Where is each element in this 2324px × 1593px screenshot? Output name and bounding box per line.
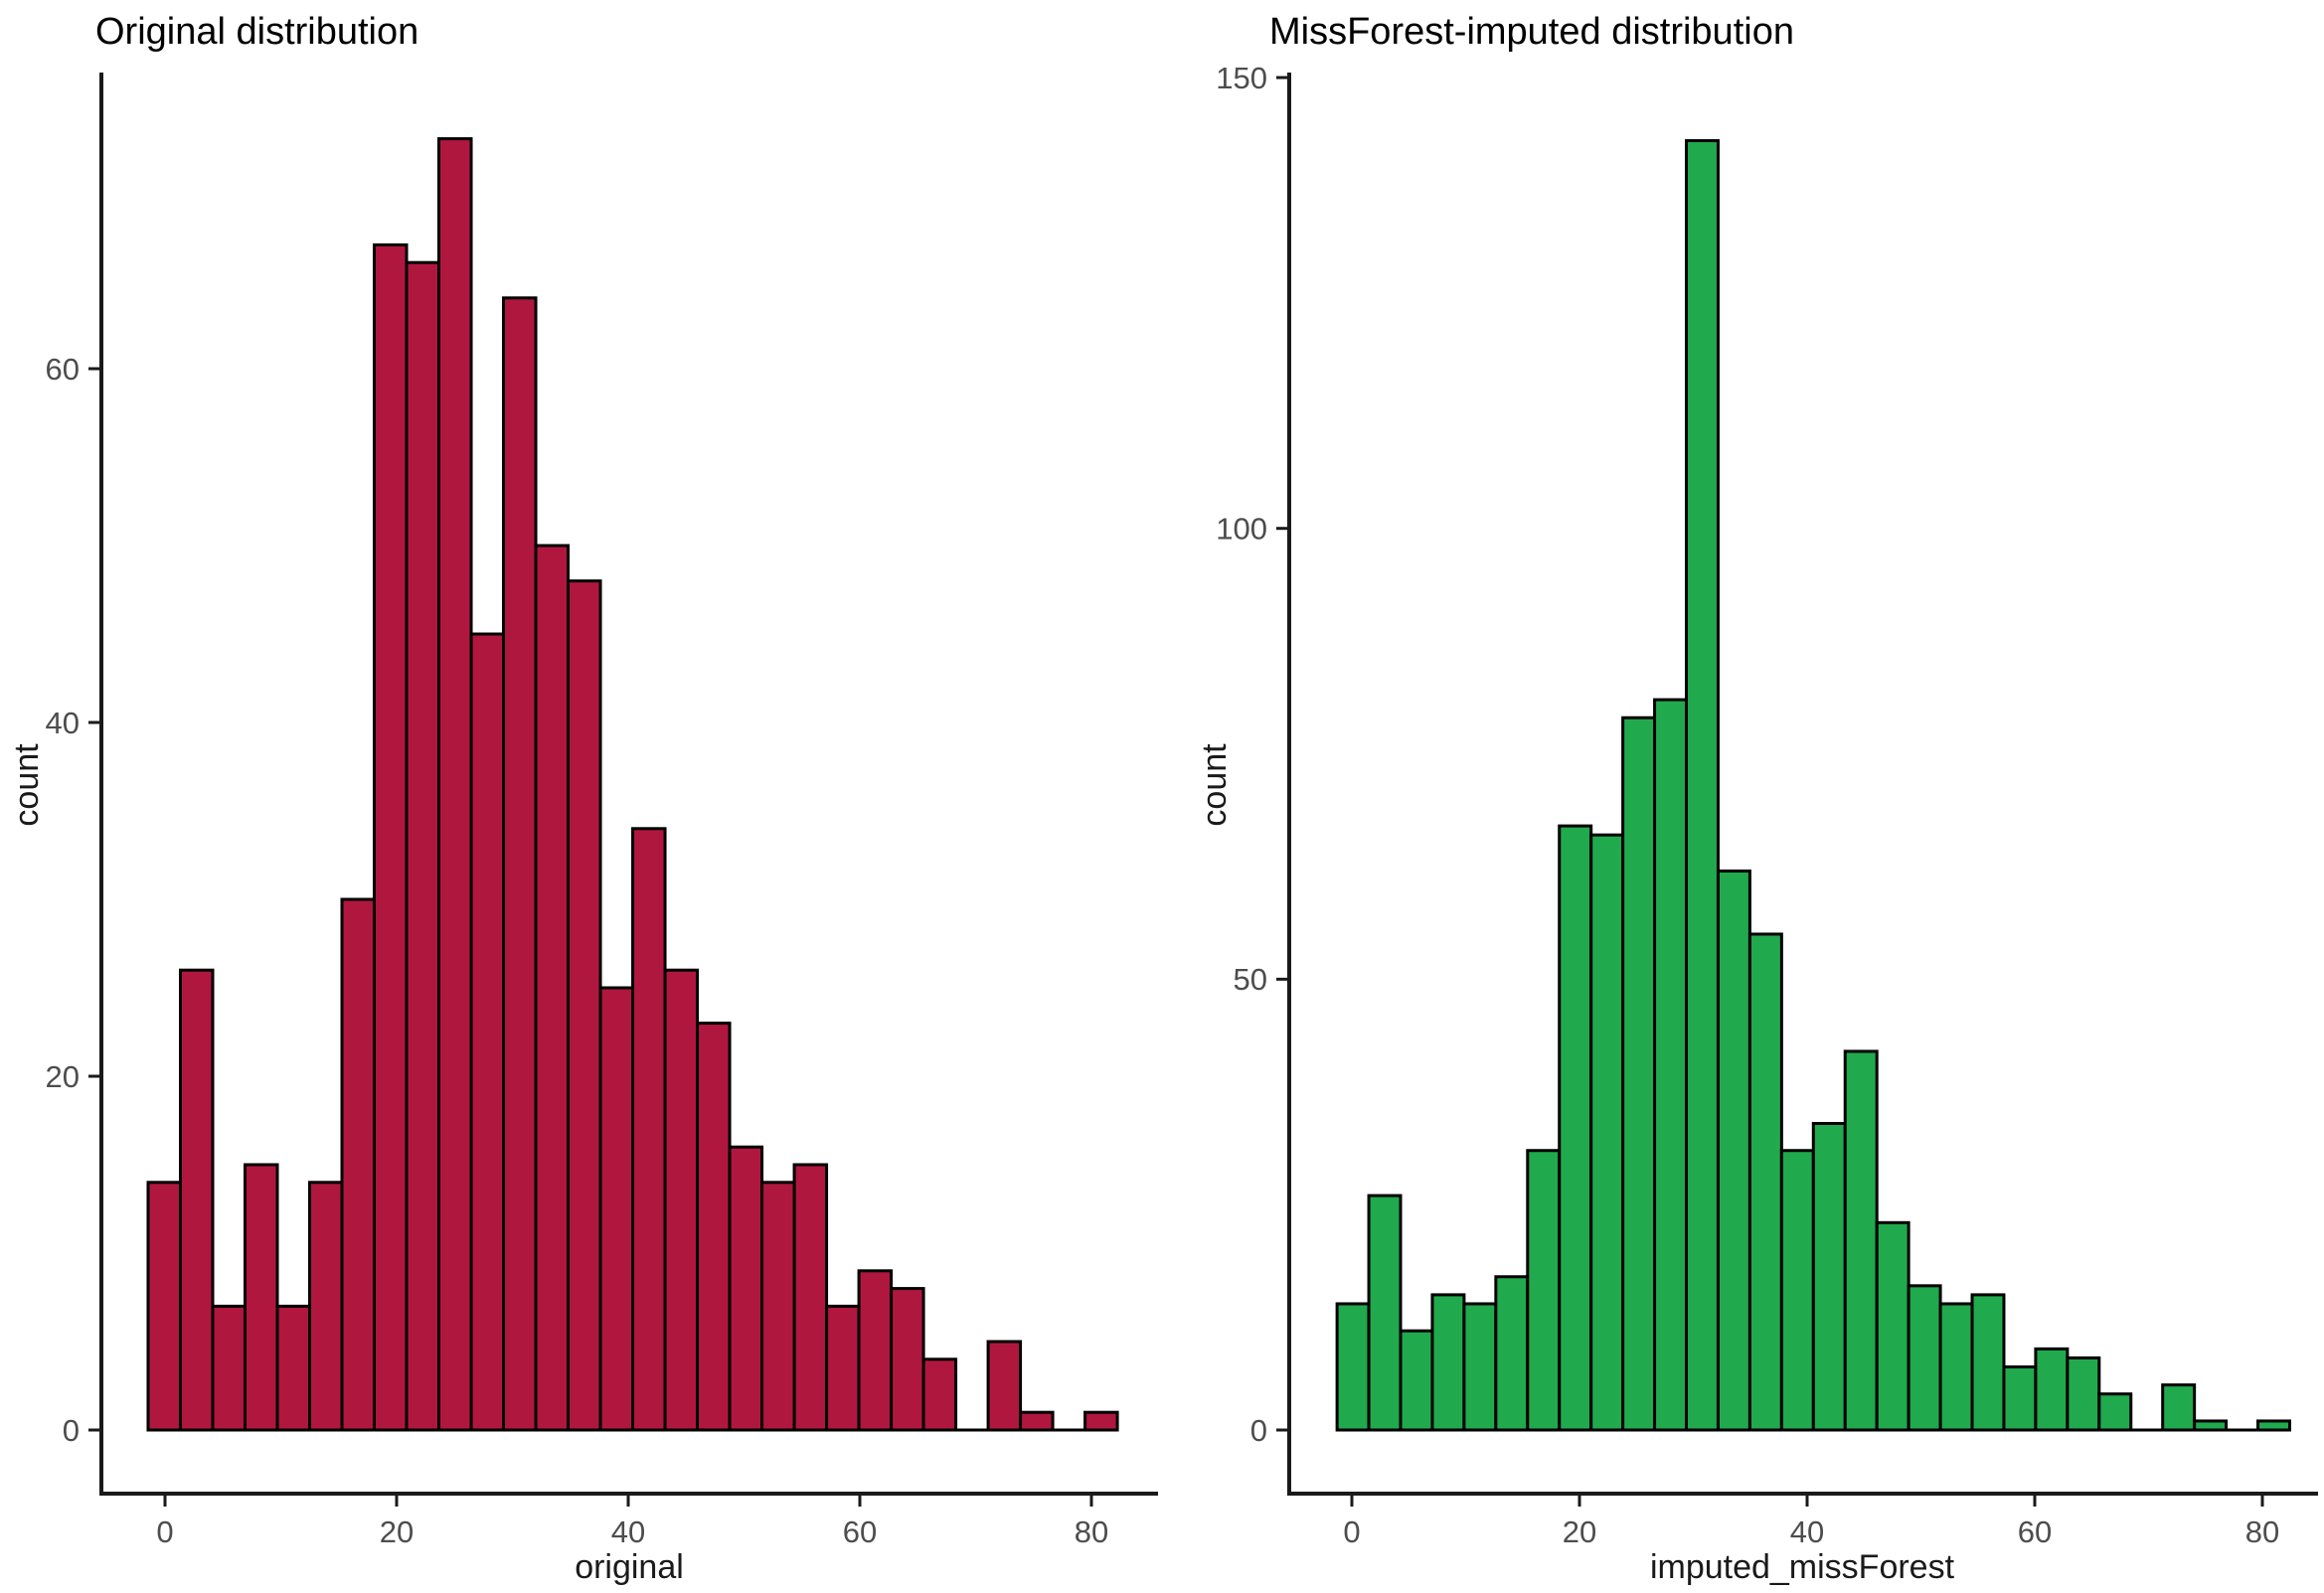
y-tick-label: 150	[1216, 61, 1267, 95]
y-tick-label: 50	[1234, 962, 1267, 997]
x-tick-label: 20	[1563, 1514, 1596, 1549]
x-tick-label: 60	[2018, 1514, 2052, 1549]
histogram-bar	[1494, 1275, 1530, 1432]
histogram-bar	[178, 968, 215, 1432]
histogram-bar	[2034, 1347, 2070, 1432]
histogram-bar	[244, 1163, 279, 1432]
histogram-bar	[2097, 1392, 2133, 1432]
histogram-bar	[1430, 1293, 1466, 1432]
bars-imputed	[1335, 139, 2291, 1432]
histogram-bar	[1367, 1194, 1403, 1432]
histogram-bar	[502, 296, 538, 1432]
histogram-bar	[1811, 1122, 1847, 1432]
axes-imputed: 0 20 40 60 80 0 50 100 150	[1216, 61, 2318, 1549]
y-tick-label: 0	[1250, 1413, 1267, 1448]
histogram-bar	[1747, 932, 1783, 1432]
x-tick-label: 40	[1790, 1514, 1824, 1549]
x-tick-label: 0	[1343, 1514, 1360, 1549]
y-tick-label: 100	[1216, 512, 1267, 547]
histogram-bar	[534, 544, 571, 1432]
histogram-bar	[1875, 1220, 1910, 1432]
histogram-bar	[146, 1181, 182, 1432]
histogram-bar	[1907, 1284, 1942, 1432]
y-axis-title-count-right: count	[1196, 743, 1234, 827]
x-tick-label: 60	[843, 1514, 877, 1549]
x-tick-label: 20	[380, 1514, 414, 1549]
histogram-bar	[340, 897, 377, 1432]
histogram-bar	[373, 242, 409, 1432]
histogram-bar	[1716, 869, 1751, 1432]
histogram-bar	[728, 1145, 764, 1432]
histogram-bar	[1589, 833, 1625, 1432]
axes-original: 0 20 40 60 80 0 20 40 60	[46, 73, 1158, 1549]
x-tick-label: 80	[1075, 1514, 1108, 1549]
histogram-bar	[1970, 1293, 2006, 1432]
y-tick-label: 0	[63, 1413, 80, 1448]
x-tick-label: 0	[156, 1514, 173, 1549]
panel-title-original: Original distribution	[95, 11, 418, 53]
histogram-bar	[1399, 1329, 1434, 1432]
histogram-bar	[1779, 1149, 1815, 1432]
histogram-bar	[275, 1304, 312, 1432]
x-axis-title-imputed: imputed_missForest	[1650, 1548, 1955, 1586]
y-axis-title-count-left: count	[8, 743, 46, 827]
panel-original: Original distribution 0 20 40 60 80 0 20 40 60 o…	[8, 11, 1158, 1586]
histogram-bar	[1335, 1302, 1371, 1432]
y-tick-label: 40	[46, 706, 80, 740]
histogram-bar	[1843, 1049, 1879, 1432]
histogram-bar	[405, 260, 441, 1432]
histogram-bar	[437, 137, 473, 1432]
x-axis-title-original: original	[575, 1548, 684, 1586]
panel-title-imputed: MissForest-imputed distribution	[1269, 11, 1794, 53]
histogram-bar	[2002, 1364, 2038, 1432]
x-tick-label: 40	[611, 1514, 645, 1549]
histogram-bar	[1621, 716, 1657, 1432]
histogram-bar	[663, 968, 700, 1432]
histogram-bar	[857, 1269, 894, 1432]
histogram-bar	[1019, 1410, 1055, 1432]
histogram-bar	[211, 1304, 248, 1432]
histogram-bar	[1938, 1302, 1974, 1432]
bars-original	[146, 137, 1119, 1432]
panel-imputed: MissForest-imputed distribution 0 20 40 60 8…	[1196, 11, 2318, 1586]
histogram-bar	[1685, 139, 1720, 1432]
histogram-bar	[308, 1181, 344, 1432]
histogram-bar	[890, 1287, 925, 1432]
histogram-bar	[696, 1022, 732, 1432]
histogram-bar	[1083, 1410, 1119, 1432]
histogram-bar	[921, 1357, 958, 1432]
histogram-bar	[598, 986, 635, 1432]
histogram-bar	[760, 1181, 796, 1432]
histogram-bar	[1653, 698, 1689, 1432]
histogram-bar	[1526, 1149, 1562, 1432]
histogram-bar	[986, 1340, 1023, 1432]
y-tick-label: 60	[46, 352, 80, 387]
histogram-bar	[1558, 824, 1593, 1432]
histogram-bar	[2161, 1383, 2197, 1432]
y-tick-label: 20	[46, 1059, 80, 1094]
histogram-bar	[567, 579, 602, 1432]
x-tick-label: 80	[2245, 1514, 2279, 1549]
histogram-bar	[825, 1304, 861, 1432]
histogram-bar	[631, 827, 667, 1432]
histogram-bar	[469, 632, 506, 1432]
histogram-bar	[2066, 1355, 2101, 1432]
histogram-bar	[792, 1163, 829, 1432]
histogram-bar	[1462, 1302, 1498, 1432]
